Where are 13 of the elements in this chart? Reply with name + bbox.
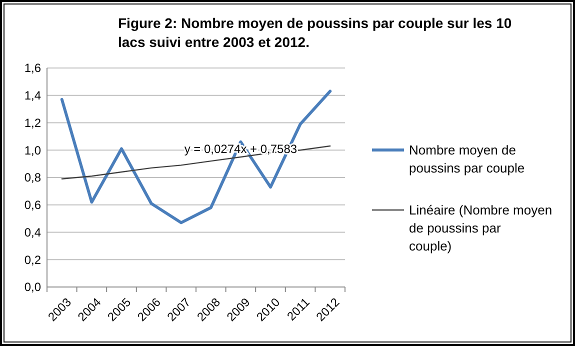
line-series [60, 90, 332, 224]
chart-title: Figure 2: Nombre moyen de poussins par couple sur les 10 lacs suivi entre 2003 et 2012. [118, 15, 512, 50]
y-tick-label: 0,8 [24, 170, 42, 185]
legend-label: Nombre moyen de poussins par couple [409, 142, 525, 176]
y-tick-label: 0,4 [24, 225, 42, 240]
y-tick-label: 1,0 [24, 143, 42, 158]
y-tick-label: 0,6 [24, 198, 42, 212]
y-tick-label: 1,6 [24, 61, 42, 76]
y-tick-label: 0,2 [24, 252, 42, 267]
legend-label: Linéaire (Nombre moyen de poussins par couple) [409, 202, 552, 254]
y-tick-label: 0,0 [24, 280, 42, 294]
y-tick-label: 1,2 [24, 116, 42, 130]
y-tick-label: 1,4 [24, 88, 42, 103]
